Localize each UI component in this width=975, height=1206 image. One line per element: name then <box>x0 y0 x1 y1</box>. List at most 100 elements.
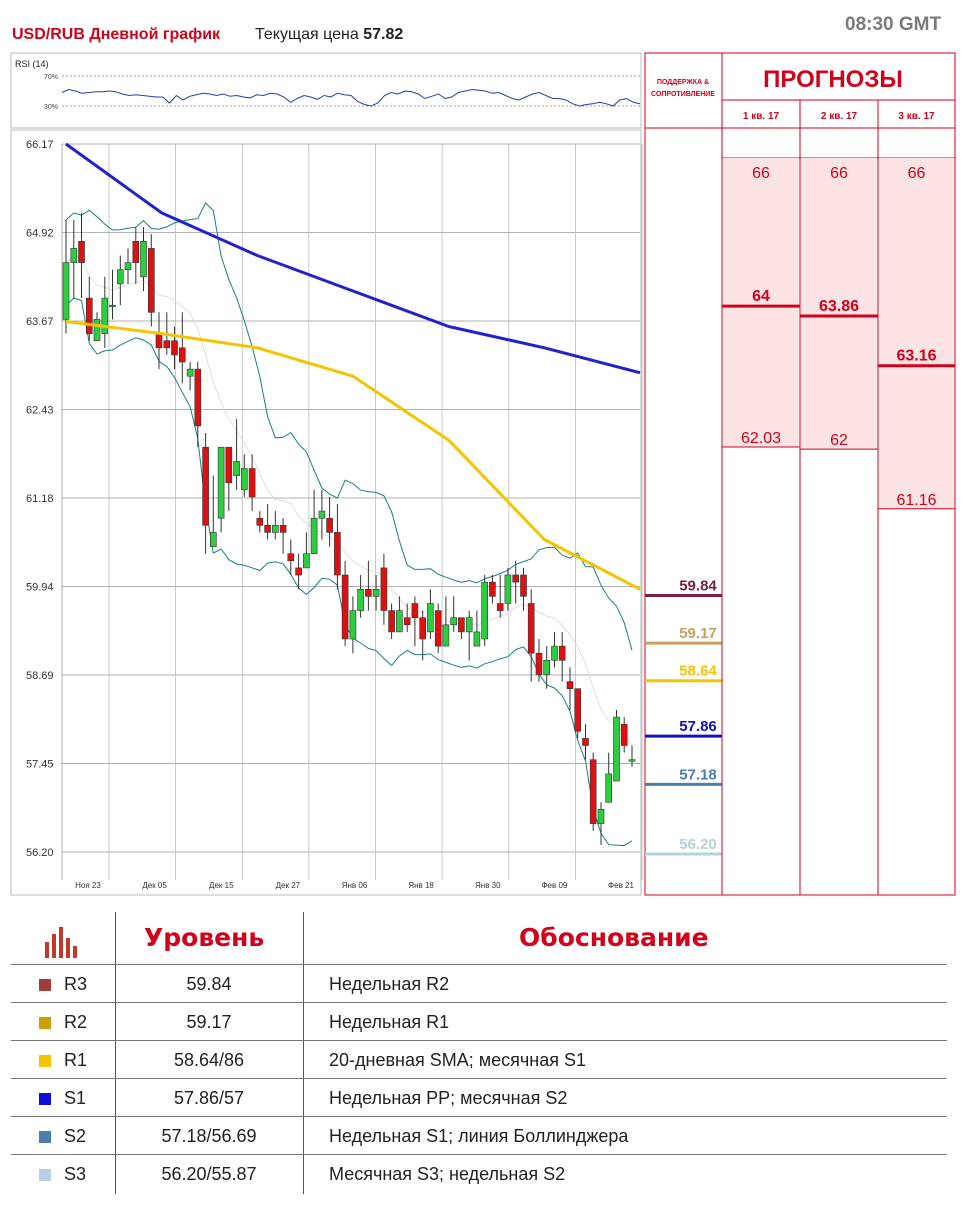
table-row: R3 59.84 Недельная R2 <box>11 964 947 1003</box>
candle <box>217 446 225 533</box>
candle <box>628 745 636 767</box>
candle <box>527 589 535 682</box>
table-row: S3 56.20/55.87 Месячная S3; недельная S2 <box>11 1154 947 1193</box>
candle <box>140 227 147 291</box>
candle <box>566 667 574 710</box>
candle <box>341 560 349 647</box>
level-name: S1 <box>64 1088 87 1108</box>
candle <box>589 752 597 831</box>
candle <box>489 575 496 604</box>
candle <box>117 255 124 306</box>
candle <box>186 362 194 391</box>
candle <box>613 710 620 782</box>
candle <box>597 802 605 845</box>
level-swatch <box>39 1017 51 1029</box>
forecast-mid: 63.86 <box>819 298 859 315</box>
candle <box>326 496 333 547</box>
rsi-line <box>61 88 641 107</box>
level-value: 57.86/57 <box>173 1088 245 1108</box>
candle <box>605 752 613 803</box>
forecast-quarter: 1 кв. 17 <box>743 111 780 122</box>
forecast-low: 62.03 <box>741 430 781 447</box>
candle <box>473 610 481 647</box>
candle <box>264 504 271 540</box>
y-tick-label: 59.94 <box>26 582 54 594</box>
chart-title: USD/RUB Дневной график <box>12 26 221 43</box>
candle <box>310 489 318 555</box>
forecast-low: 62 <box>830 432 848 449</box>
candle <box>372 575 380 611</box>
candle <box>465 610 473 661</box>
x-tick-label: Дек 27 <box>276 881 301 890</box>
main-chart-frame <box>10 129 642 896</box>
candle <box>434 603 442 654</box>
candle <box>279 518 287 554</box>
price-label: Текущая цена <box>255 26 359 43</box>
candle <box>411 596 419 647</box>
candle <box>535 639 543 682</box>
candle <box>543 646 551 689</box>
candle <box>241 454 248 497</box>
x-tick-label: Янв 30 <box>475 881 501 890</box>
y-tick-label: 62.43 <box>26 405 54 417</box>
y-tick-label: 64.92 <box>26 228 54 240</box>
forecast-high: 66 <box>830 165 848 182</box>
x-tick-label: Дек 15 <box>209 881 234 890</box>
sma-blue-line <box>65 142 641 375</box>
candle <box>148 234 155 327</box>
candle <box>520 567 527 611</box>
table-row: R1 58.64/86 20-дневная SMA; месячная S1 <box>11 1040 947 1079</box>
level-name: R1 <box>64 1050 88 1070</box>
candle <box>388 603 395 639</box>
forecast-range <box>801 158 877 450</box>
forecast-mid: 63.16 <box>896 348 936 365</box>
col-level-header: Уровень <box>144 923 265 952</box>
forecast-quarter: 2 кв. 17 <box>821 111 858 122</box>
candle <box>396 596 403 633</box>
candle <box>210 475 217 547</box>
rsi-level-70: 70% <box>44 74 58 81</box>
level-label: 58.64 <box>679 663 717 680</box>
levels-table: Уровень Обоснование R3 59.84 Недельная R2 R… <box>11 912 947 1194</box>
candle <box>442 596 450 647</box>
forecast-high: 66 <box>908 165 926 182</box>
candle <box>334 504 341 590</box>
candle <box>574 688 582 739</box>
candle <box>124 248 132 284</box>
candle <box>496 575 504 618</box>
level-reason: Недельная PP; месячная S2 <box>329 1088 568 1108</box>
candle <box>202 433 209 554</box>
rsi-label: RSI (14) <box>15 59 49 69</box>
level-value: 56.20/55.87 <box>161 1164 257 1184</box>
candle <box>458 617 465 639</box>
level-value: 59.84 <box>186 974 232 994</box>
level-name: S2 <box>64 1126 87 1146</box>
y-tick-label: 56.20 <box>26 847 54 859</box>
level-swatch <box>39 1055 51 1067</box>
level-swatch <box>39 979 51 991</box>
candle <box>256 511 264 533</box>
bollinger-upper <box>65 202 633 651</box>
table-header-icon <box>44 924 82 960</box>
candle <box>303 532 310 569</box>
candle <box>295 553 302 590</box>
candle <box>357 575 364 618</box>
level-reason: Недельная R1 <box>329 1012 450 1032</box>
support-column <box>644 52 723 896</box>
candle <box>365 560 372 611</box>
candle <box>62 220 70 334</box>
candle <box>86 276 93 341</box>
x-tick-label: Ноя 23 <box>75 881 101 890</box>
forecast-range <box>879 158 954 509</box>
candle <box>512 560 520 604</box>
rsi-panel <box>10 52 642 129</box>
candle <box>225 446 233 512</box>
candle <box>481 575 489 647</box>
table-row: S1 57.86/57 Недельная PP; месячная S2 <box>11 1078 947 1117</box>
level-reason: Месячная S3; недельная S2 <box>329 1164 566 1184</box>
price-value: 57.82 <box>363 26 404 43</box>
level-swatch <box>39 1131 51 1143</box>
level-swatch <box>39 1169 51 1181</box>
y-tick-label: 61.18 <box>26 493 54 505</box>
forecast-high: 66 <box>752 165 770 182</box>
